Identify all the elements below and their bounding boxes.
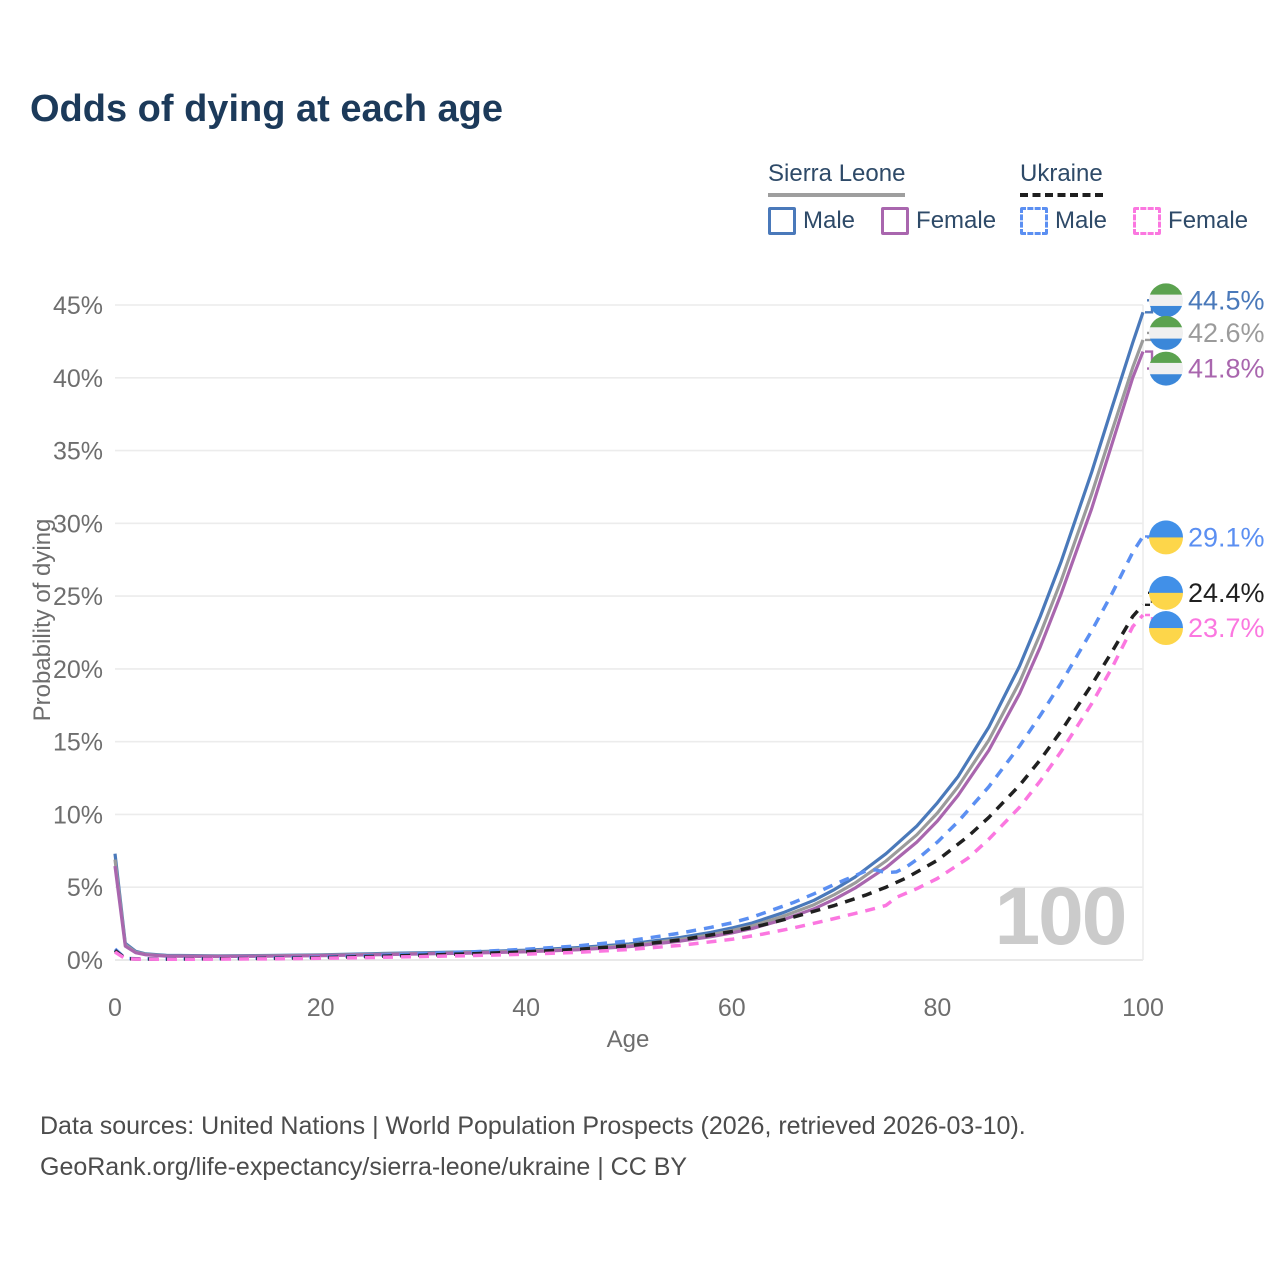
end-value-label-sierra-leone-male: 44.5% <box>1188 285 1265 315</box>
y-axis-tick-label: 25% <box>53 583 103 611</box>
y-axis-tick-label: 30% <box>53 510 103 538</box>
y-axis-tick-label: 0% <box>67 947 103 975</box>
x-axis-title: Age <box>606 1026 650 1053</box>
flag-icon-sierra-leone <box>1149 315 1183 350</box>
flag-stripe <box>1149 283 1183 296</box>
flag-stripe <box>1149 327 1183 340</box>
x-axis-tick-label: 80 <box>923 994 951 1022</box>
square-swatch-icon <box>768 207 796 235</box>
series-line-sierra-leone-female <box>113 351 1145 959</box>
legend-item-sierra-leone-female[interactable]: Female <box>881 207 996 235</box>
end-value-label-ukraine-both-sexes: 24.4% <box>1188 578 1265 608</box>
attribution-line: GeoRank.org/life-expectancy/sierra-leone… <box>40 1153 688 1181</box>
flag-stripe <box>1149 592 1183 610</box>
y-axis-tick-label: 15% <box>53 729 103 757</box>
y-axis-tick-label: 40% <box>53 365 103 393</box>
dashed-square-swatch-icon <box>1020 207 1048 235</box>
y-axis-tick-label: 20% <box>53 656 103 684</box>
flag-icon-sierra-leone <box>1149 283 1183 318</box>
end-value-label-ukraine-male: 29.1% <box>1188 522 1265 552</box>
y-axis-tick-label: 10% <box>53 801 103 829</box>
flag-stripe <box>1149 294 1183 307</box>
flag-stripe <box>1149 374 1183 386</box>
legend-items-sierra-leone: Male Female <box>768 207 996 235</box>
legend-country-sierra-leone: Sierra Leone <box>768 160 906 197</box>
flag-icon-ukraine <box>1149 520 1183 555</box>
flag-stripe <box>1149 575 1183 594</box>
square-swatch-icon <box>881 207 910 235</box>
x-axis-tick-label: 60 <box>718 994 746 1022</box>
flag-icon-ukraine <box>1149 575 1183 610</box>
flag-stripe <box>1149 315 1183 328</box>
x-axis-tick-label: 0 <box>108 994 122 1022</box>
flag-stripe <box>1149 362 1183 375</box>
x-axis-tick-label: 100 <box>1122 994 1164 1022</box>
series-line-ukraine-male <box>113 535 1145 961</box>
legend-item-label: Female <box>916 207 997 234</box>
legend-item-sierra-leone-male[interactable]: Male <box>768 207 855 235</box>
legend-item-ukraine-female[interactable]: Female <box>1133 207 1248 235</box>
data-sources-line: Data sources: United Nations | World Pop… <box>40 1112 1026 1140</box>
legend-item-ukraine-male[interactable]: Male <box>1020 207 1107 235</box>
legend-group-ukraine: Ukraine Male Female <box>1020 160 1248 235</box>
page-title: Odds of dying at each age <box>30 88 503 130</box>
footer: Data sources: United Nations | World Pop… <box>40 1106 1026 1188</box>
series-line-sierra-leone-both-sexes <box>113 339 1145 958</box>
series-line-sierra-leone-male <box>113 311 1145 958</box>
flag-stripe <box>1149 520 1183 538</box>
y-axis-title: Probability of dying <box>29 518 56 722</box>
y-axis-tick-label: 45% <box>53 292 103 320</box>
y-axis-tick-label: 5% <box>67 874 103 902</box>
x-axis-tick-label: 40 <box>512 994 540 1022</box>
flag-stripe <box>1149 305 1183 318</box>
flag-stripe <box>1149 338 1183 350</box>
solid-line-style-icon <box>768 193 906 197</box>
y-axis-tick-label: 35% <box>53 438 103 466</box>
legend-group-sierra-leone: Sierra Leone Male Female <box>768 160 996 235</box>
x-axis-tick-label: 20 <box>307 994 335 1022</box>
legend-item-label: Male <box>1055 207 1108 234</box>
legend-items-ukraine: Male Female <box>1020 207 1248 235</box>
legend-item-label: Male <box>803 207 856 234</box>
flag-stripe <box>1149 351 1183 364</box>
watermark-label: 100 <box>995 871 1126 962</box>
legend-country-label: Ukraine <box>1020 160 1103 187</box>
flag-icon-ukraine <box>1149 611 1183 646</box>
flag-stripe <box>1149 628 1183 646</box>
end-value-label-ukraine-female: 23.7% <box>1188 613 1265 643</box>
legend-country-ukraine: Ukraine <box>1020 160 1103 197</box>
end-value-label-sierra-leone-female: 41.8% <box>1188 354 1265 384</box>
series-line-ukraine-both-sexes <box>113 603 1145 961</box>
legend-country-label: Sierra Leone <box>768 160 906 187</box>
dashed-line-style-icon <box>1020 193 1103 197</box>
dashed-square-swatch-icon <box>1133 207 1162 235</box>
legend-item-label: Female <box>1168 207 1249 234</box>
flag-stripe <box>1149 611 1183 629</box>
flag-icon-sierra-leone <box>1149 351 1183 386</box>
flag-stripe <box>1149 537 1183 555</box>
end-value-label-sierra-leone-both-sexes: 42.6% <box>1188 318 1265 348</box>
